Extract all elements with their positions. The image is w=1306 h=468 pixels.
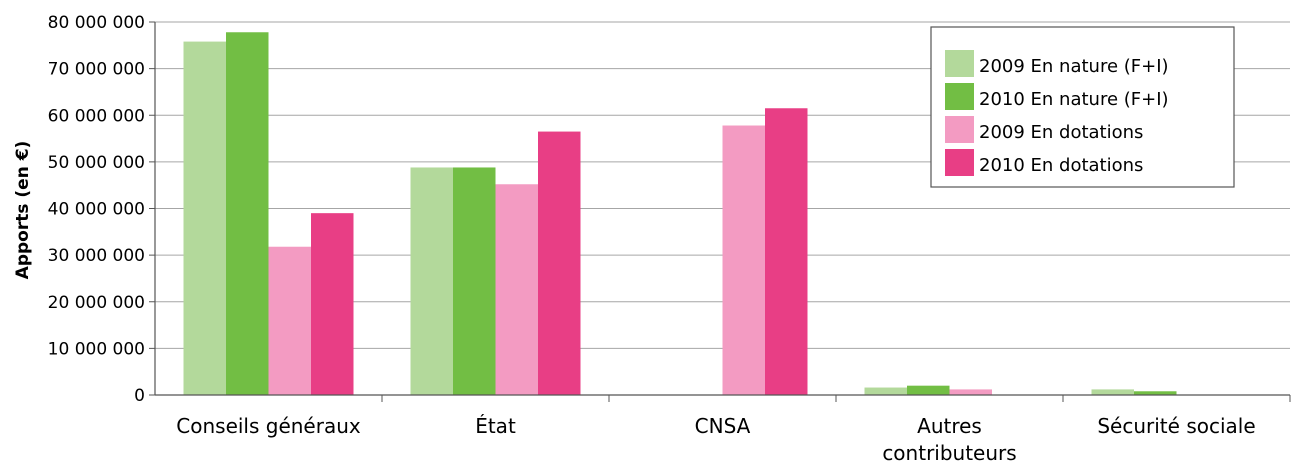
y-tick-label: 30 000 000 <box>48 246 145 266</box>
bar <box>410 167 453 395</box>
bar <box>1091 389 1134 395</box>
legend-label: 2009 En nature (F+I) <box>979 56 1169 77</box>
y-axis-label: Apports (en €) <box>13 141 33 280</box>
bar <box>311 213 354 395</box>
bars <box>183 32 1177 396</box>
legend-label: 2010 En nature (F+I) <box>979 89 1169 110</box>
x-category-label: Conseils généraux <box>176 414 361 438</box>
y-tick-label: 10 000 000 <box>48 339 145 359</box>
legend-label: 2010 En dotations <box>979 155 1143 176</box>
x-category-label: État <box>475 414 516 438</box>
bar <box>226 32 269 395</box>
x-category-label: Autres <box>917 414 982 438</box>
bar <box>864 387 907 395</box>
bar <box>183 41 226 396</box>
x-category-label: contributeurs <box>882 441 1016 465</box>
y-tick-label: 0 <box>134 386 145 406</box>
bar <box>949 389 992 395</box>
bar <box>765 108 808 395</box>
legend-swatch <box>945 83 974 110</box>
y-tick-label: 40 000 000 <box>48 200 145 220</box>
legend-swatch <box>945 149 974 176</box>
axes <box>149 21 1291 402</box>
legend-swatch <box>945 116 974 143</box>
legend-label: 2009 En dotations <box>979 122 1143 143</box>
bar <box>268 246 311 395</box>
y-tick-label: 50 000 000 <box>48 153 145 173</box>
legend: 2009 En nature (F+I) 2010 En nature (F+I)… <box>930 26 1235 188</box>
bar <box>495 184 538 395</box>
legend-swatch <box>945 50 974 77</box>
x-category-label: Sécurité sociale <box>1097 414 1255 438</box>
y-tick-label: 60 000 000 <box>48 106 145 126</box>
bar <box>453 167 496 395</box>
bar <box>1134 391 1177 395</box>
y-tick-labels: 0 10 000 000 20 000 000 30 000 000 40 000 00… <box>48 13 145 406</box>
y-tick-label: 80 000 000 <box>48 13 145 33</box>
bar <box>538 131 581 395</box>
bar <box>722 125 765 395</box>
legend-box <box>930 26 1235 188</box>
y-tick-label: 20 000 000 <box>48 293 145 313</box>
y-tick-label: 70 000 000 <box>48 60 145 80</box>
x-category-labels: Conseils généraux État CNSA Autres contribut… <box>176 414 1255 465</box>
x-category-label: CNSA <box>695 414 751 438</box>
bar <box>907 385 950 395</box>
